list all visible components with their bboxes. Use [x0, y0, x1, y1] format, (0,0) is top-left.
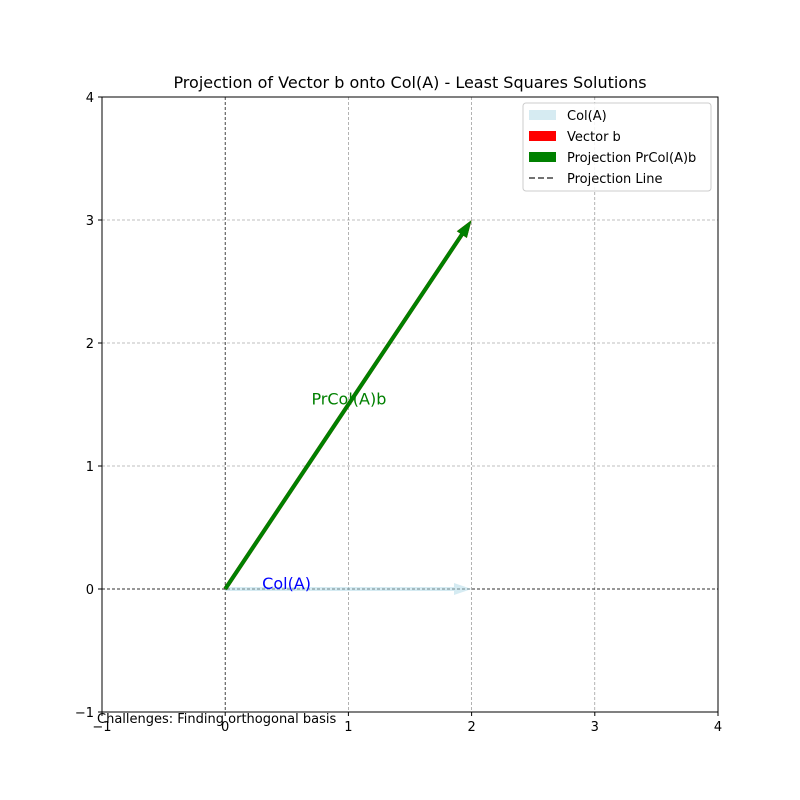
- chart-title: Projection of Vector b onto Col(A) - Lea…: [173, 73, 646, 92]
- legend-entry-projection-swatch: [529, 152, 556, 162]
- vector-col-a-head: [454, 582, 472, 596]
- footnote: Challenges: Finding orthogonal basis: [97, 712, 336, 727]
- x-tick-label: 1: [344, 720, 352, 735]
- y-tick-label: 0: [86, 583, 94, 598]
- legend-entry-projection-line-label: Projection Line: [567, 172, 663, 187]
- legend-entry-col-a-swatch: [529, 110, 556, 120]
- y-tick-label: 1: [86, 460, 94, 475]
- x-tick-label: −1: [92, 720, 111, 735]
- vector-projection: [223, 220, 472, 591]
- legend-box: [522, 102, 712, 192]
- x-tick-label: 2: [467, 720, 475, 735]
- x-tick-label: 0: [221, 720, 229, 735]
- x-tick-label: 4: [714, 720, 722, 735]
- legend-entry-projection-label: Projection PrCol(A)b: [567, 151, 696, 166]
- vectors: PrCol(A)b Col(A) Challenges: Finding ortho…: [97, 220, 472, 727]
- vector-projection-head: [456, 220, 472, 238]
- y-tick-label: 3: [86, 214, 94, 229]
- axes: −1 0 1 2 3 4 −1 0 1 2 3 4: [75, 91, 722, 735]
- y-tick-label: 4: [86, 91, 94, 106]
- legend-entry-vector-b-label: Vector b: [567, 130, 621, 145]
- legend-entry-vector-b-swatch: [529, 131, 556, 141]
- vector-col-a: [225, 582, 472, 596]
- projection-annotation: PrCol(A)b: [311, 389, 386, 408]
- col-a-annotation: Col(A): [262, 574, 311, 593]
- plot-frame: [101, 96, 719, 713]
- y-tick-label: 2: [86, 337, 94, 352]
- vector-projection-shaft: [223, 232, 465, 591]
- y-tick-label: −1: [75, 706, 94, 721]
- x-tick-label: 3: [591, 720, 599, 735]
- legend-entry-col-a-label: Col(A): [567, 109, 607, 124]
- legend: Col(A) Vector b Projection PrCol(A)b Projec…: [522, 102, 712, 192]
